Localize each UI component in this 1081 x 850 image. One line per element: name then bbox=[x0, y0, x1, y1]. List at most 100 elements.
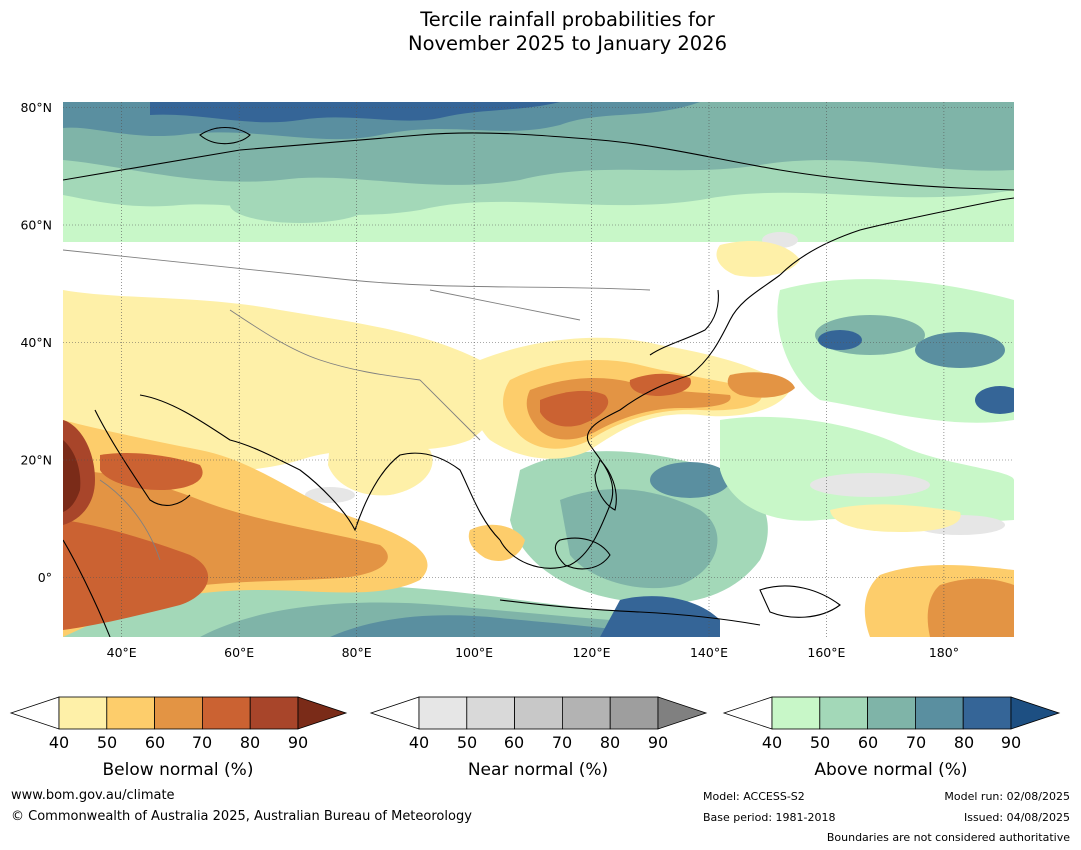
coastline-indonesia bbox=[499, 599, 761, 626]
below-colorbar-box-60 bbox=[154, 696, 203, 730]
above-colorbar-box-80 bbox=[962, 696, 1012, 730]
above-colorbar-box-70 bbox=[915, 696, 964, 730]
lon-label-160e: 160°E bbox=[807, 645, 845, 660]
cb-near-tick-60: 60 bbox=[504, 733, 524, 752]
title-line-2: November 2025 to January 2026 bbox=[408, 32, 727, 55]
near-colorbar-box-50 bbox=[466, 696, 515, 730]
cb-below-tick-40: 40 bbox=[49, 733, 69, 752]
below-region-sahel-90 bbox=[63, 440, 81, 512]
coastline-red-sea bbox=[94, 409, 191, 506]
near-colorbar-box-70 bbox=[562, 696, 611, 730]
colorbar-above-normal: 40 50 60 70 80 90 Above normal (%) bbox=[722, 696, 1061, 780]
coastline-south-asia bbox=[139, 394, 501, 541]
above-region-east-pacific-80 bbox=[975, 386, 1014, 414]
below-region-horn-70 bbox=[63, 520, 209, 630]
cb-above-title: Above normal (%) bbox=[814, 760, 967, 780]
website-link[interactable]: www.bom.gov.au/climate bbox=[11, 788, 175, 803]
coastline-japan bbox=[649, 289, 719, 356]
cb-near-tick-50: 50 bbox=[457, 733, 477, 752]
below-region-middle-east-40 bbox=[63, 290, 503, 485]
issued-text: Issued: 04/08/2025 bbox=[963, 811, 1070, 824]
lon-label-180: 180° bbox=[929, 645, 959, 660]
cb-above-tick-80: 80 bbox=[954, 733, 974, 752]
lon-label-100e: 100°E bbox=[455, 645, 493, 660]
below-region-indian-ocean-east bbox=[468, 524, 525, 561]
cb-below-tick-50: 50 bbox=[97, 733, 117, 752]
coastline-east-asia bbox=[499, 274, 781, 569]
lon-label-120e: 120°E bbox=[572, 645, 610, 660]
below-colorbar-box-80 bbox=[249, 696, 299, 730]
colorbar-below-normal: 40 50 60 70 80 90 Below normal (%) bbox=[9, 696, 348, 780]
below-region-india-40 bbox=[328, 434, 433, 496]
below-colorbar-box-70 bbox=[201, 696, 251, 730]
above-colorbar-box-60 bbox=[867, 696, 916, 730]
model-run-text: Model run: 02/08/2025 bbox=[944, 790, 1070, 803]
near-colorbar-low-extension bbox=[369, 696, 420, 730]
cb-above-tick-40: 40 bbox=[762, 733, 782, 752]
lat-label-20n: 20°N bbox=[20, 453, 52, 468]
near-colorbar-box-60 bbox=[514, 696, 563, 730]
cb-near-tick-70: 70 bbox=[552, 733, 572, 752]
colorbar-near-normal: 40 50 60 70 80 90 Near normal (%) bbox=[369, 696, 708, 780]
near-region-arabian-sea bbox=[305, 487, 355, 503]
lat-label-40n: 40°N bbox=[20, 335, 52, 350]
above-region-arctic-80 bbox=[150, 102, 560, 123]
coastline-novaya-zemlya bbox=[199, 126, 251, 145]
copyright-text: © Commonwealth of Australia 2025, Austra… bbox=[11, 809, 472, 824]
above-region-indian-ocean-70 bbox=[330, 615, 660, 637]
latitude-labels: 80°N 60°N 40°N 20°N 0° bbox=[20, 100, 52, 585]
cb-above-tick-60: 60 bbox=[858, 733, 878, 752]
cb-above-tick-90: 90 bbox=[1001, 733, 1021, 752]
cb-near-tick-80: 80 bbox=[600, 733, 620, 752]
above-colorbar-high-extension bbox=[1010, 696, 1061, 730]
boundary-central-asia bbox=[229, 309, 421, 381]
coastline-northeast-asia bbox=[779, 197, 1014, 276]
map-title: Tercile rainfall probabilities for Novem… bbox=[0, 8, 1081, 56]
below-colorbar-box-40 bbox=[58, 696, 108, 730]
near-colorbar-box-40 bbox=[418, 696, 468, 730]
below-region-china-70 bbox=[540, 390, 609, 427]
near-colorbar-high-extension bbox=[657, 696, 708, 730]
coastline-arctic bbox=[63, 132, 1014, 191]
cb-below-tick-70: 70 bbox=[192, 733, 212, 752]
cb-near-tick-90: 90 bbox=[648, 733, 668, 752]
cb-below-title: Below normal (%) bbox=[103, 760, 254, 780]
cb-above-tick-50: 50 bbox=[810, 733, 830, 752]
coastline-philippines bbox=[594, 458, 617, 511]
boundary-himalaya bbox=[419, 379, 481, 441]
cb-near-title: Near normal (%) bbox=[468, 760, 608, 780]
cb-below-tick-80: 80 bbox=[240, 733, 260, 752]
below-colorbar-high-extension bbox=[297, 696, 348, 730]
near-colorbar-box-80 bbox=[609, 696, 659, 730]
lat-label-80n: 80°N bbox=[20, 100, 52, 115]
probability-map bbox=[63, 102, 1014, 637]
lon-label-40e: 40°E bbox=[107, 645, 137, 660]
above-colorbar-box-40 bbox=[771, 696, 821, 730]
below-region-central-pacific-40 bbox=[830, 504, 961, 532]
longitude-labels: 40°E 60°E 80°E 100°E 120°E 140°E 160°E 1… bbox=[107, 645, 959, 660]
above-region-north-pacific-70 bbox=[915, 332, 1005, 368]
cb-near-tick-40: 40 bbox=[409, 733, 429, 752]
near-region-pacific bbox=[810, 473, 930, 497]
boundary-africa bbox=[99, 479, 161, 561]
coastline-borneo bbox=[554, 537, 611, 570]
model-text: Model: ACCESS-S2 bbox=[703, 790, 805, 803]
lon-label-140e: 140°E bbox=[690, 645, 728, 660]
cb-below-tick-60: 60 bbox=[145, 733, 165, 752]
lat-label-60n: 60°N bbox=[20, 218, 52, 233]
above-region-ural bbox=[230, 187, 370, 223]
lon-label-80e: 80°E bbox=[342, 645, 372, 660]
graticule bbox=[63, 102, 1014, 637]
below-region-pacific-60 bbox=[727, 372, 795, 398]
cb-below-tick-90: 90 bbox=[288, 733, 308, 752]
below-region-south-pacific-60 bbox=[927, 578, 1014, 637]
above-colorbar-box-50 bbox=[819, 696, 868, 730]
boundary-mongolia bbox=[429, 289, 581, 321]
below-colorbar-box-50 bbox=[106, 696, 156, 730]
coastlines bbox=[63, 126, 1014, 637]
base-period-text: Base period: 1981-2018 bbox=[703, 811, 836, 824]
above-region-maritime-60 bbox=[560, 489, 718, 589]
above-region-philippine-sea bbox=[650, 462, 730, 498]
below-normal-regions bbox=[63, 240, 1014, 637]
